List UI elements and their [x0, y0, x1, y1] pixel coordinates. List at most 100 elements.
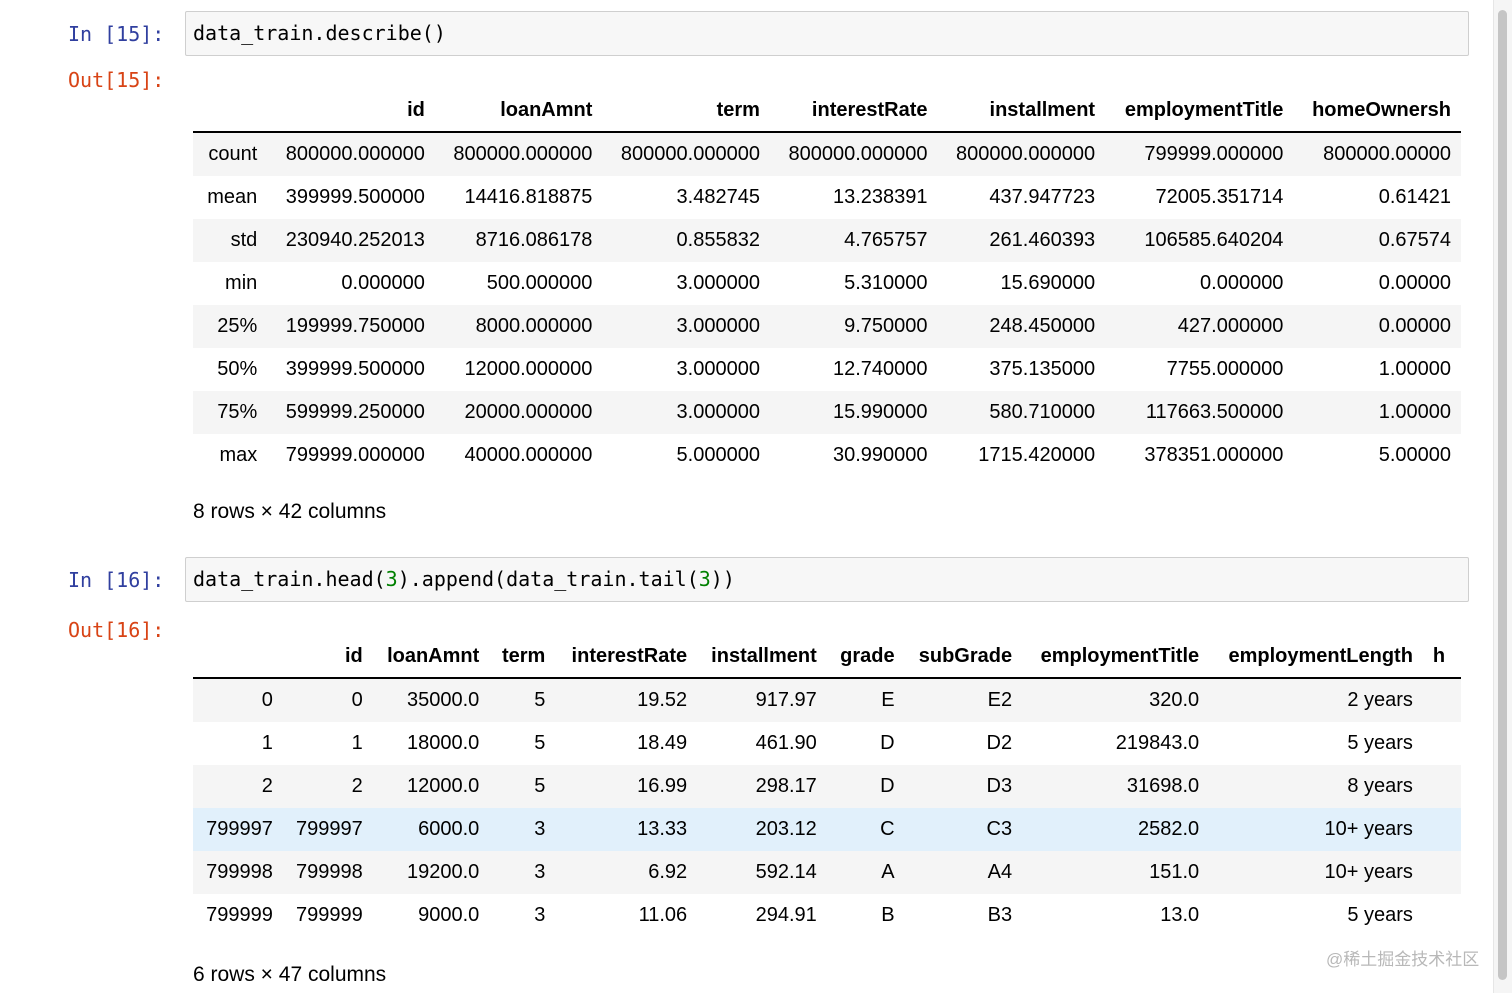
head-tail-table-row: 0 0 35000.0 5 19.52 917.97 E E2 320.0 2 years [193, 678, 1461, 722]
head-tail-table-cell: D [880, 732, 895, 754]
head-tail-table-cell: E [881, 689, 895, 711]
cell1-code-input[interactable]: data_train.describe() [185, 11, 1469, 56]
describe-table-cell: 0.855832 [676, 229, 760, 251]
describe-table-cell: 3.000000 [676, 272, 760, 294]
describe-table-cell: 399999.500000 [285, 186, 425, 208]
head-tail-column-header: term [489, 635, 556, 679]
code-text: )) [710, 567, 735, 591]
describe-table-cell: 800000.00000 [1323, 143, 1451, 165]
head-tail-table-cell: 19200.0 [406, 861, 480, 883]
describe-row-index: std [230, 229, 258, 251]
head-tail-table-cell: 12000.0 [406, 775, 480, 797]
head-tail-table-cell: 9000.0 [418, 904, 480, 926]
head-tail-table-cell [1423, 765, 1461, 808]
head-tail-table-row: 799997 799997 6000.0 3 13.33 203.12 C C3 2582.0 1… [193, 808, 1461, 851]
scrollbar-thumb[interactable] [1498, 10, 1507, 980]
describe-table-cell: 427.000000 [1177, 315, 1284, 337]
head-tail-table-cell: 298.17 [755, 775, 817, 797]
describe-table-cell: 12000.000000 [464, 358, 593, 380]
describe-table-cell: 0.00000 [1378, 272, 1451, 294]
describe-table-cell: 20000.000000 [464, 401, 593, 423]
describe-table-row: std 230940.252013 8716.086178 0.855832 4.765… [193, 219, 1461, 262]
head-tail-table-cell: 10+ years [1324, 861, 1413, 883]
head-tail-table-cell: 294.91 [755, 904, 817, 926]
head-tail-table-cell [1423, 894, 1461, 937]
head-tail-table-cell: D [880, 775, 895, 797]
describe-row-index: 75% [217, 401, 258, 423]
head-tail-column-header: interestRate [555, 635, 698, 679]
describe-table-row: max 799999.000000 40000.000000 5.000000 30.9… [193, 434, 1461, 477]
head-tail-table-cell: 19.52 [637, 689, 688, 711]
head-tail-row-index: 0 [261, 689, 273, 711]
head-tail-table-cell: 320.0 [1149, 689, 1200, 711]
head-tail-table-cell: 592.14 [755, 861, 817, 883]
describe-table-cell: 5.00000 [1378, 444, 1451, 466]
head-tail-table-cell: 5 [534, 775, 546, 797]
describe-column-header: homeOwnersh [1293, 89, 1461, 133]
head-tail-table-cell: 11.06 [638, 904, 688, 926]
describe-row-index: min [225, 272, 258, 294]
cell2-out-prompt: Out[16]: [68, 618, 165, 642]
describe-table-cell: 15.990000 [832, 401, 928, 423]
describe-table-cell: 14416.818875 [464, 186, 593, 208]
head-tail-table-cell: 16.99 [637, 775, 688, 797]
describe-table-cell: 40000.000000 [464, 444, 593, 466]
describe-row-index: count [208, 143, 258, 165]
describe-table-cell: 500.000000 [486, 272, 593, 294]
head-tail-table-cell: 2 years [1347, 689, 1413, 711]
head-tail-table-cell: 5 [534, 732, 546, 754]
head-tail-column-header: employmentLength [1209, 635, 1423, 679]
head-tail-table-cell: D2 [986, 732, 1013, 754]
vertical-scrollbar[interactable] [1493, 0, 1512, 993]
describe-table-row: 50% 399999.500000 12000.000000 3.000000 12.7… [193, 348, 1461, 391]
describe-table: id loanAmnt term interestRate installment emp… [193, 89, 1461, 477]
head-tail-table-cell: 2 [351, 775, 363, 797]
head-tail-table: id loanAmnt term interestRate installment gra… [193, 635, 1461, 937]
head-tail-table-cell: 13.0 [1160, 904, 1200, 926]
describe-table-cell: 1715.420000 [978, 444, 1096, 466]
describe-table-cell: 3.000000 [676, 315, 760, 337]
head-tail-table-cell: 31698.0 [1126, 775, 1200, 797]
describe-table-cell: 5.000000 [676, 444, 760, 466]
head-tail-table-row: 799999 799999 9000.0 3 11.06 294.91 B B3 13.0 5 y… [193, 894, 1461, 937]
describe-table-cell: 375.135000 [989, 358, 1096, 380]
describe-table-cell: 0.61421 [1378, 186, 1451, 208]
describe-table-cell: 1.00000 [1378, 401, 1451, 423]
describe-table-cell: 5.310000 [844, 272, 928, 294]
code-number: 3 [385, 567, 398, 591]
describe-table-cell: 8716.086178 [475, 229, 593, 251]
describe-table-cell: 1.00000 [1378, 358, 1451, 380]
describe-table-cell: 800000.000000 [620, 143, 760, 165]
describe-table-row: 75% 599999.250000 20000.000000 3.000000 15.9… [193, 391, 1461, 434]
describe-table-row: count 800000.000000 800000.000000 800000.00… [193, 132, 1461, 176]
head-tail-table-cell: A4 [987, 861, 1013, 883]
describe-table-cell: 799999.000000 [285, 444, 425, 466]
head-tail-table-cell: A [881, 861, 895, 883]
describe-shape-note: 8 rows × 42 columns [193, 500, 387, 523]
head-tail-column-header: employmentTitle [1022, 635, 1210, 679]
describe-table-cell: 4.765757 [844, 229, 928, 251]
head-tail-table-cell: 151.0 [1149, 861, 1200, 883]
describe-column-header: term [602, 89, 770, 133]
describe-row-index: 25% [217, 315, 258, 337]
describe-output: id loanAmnt term interestRate installment emp… [193, 89, 1461, 477]
head-tail-table-cell: 461.90 [755, 732, 817, 754]
head-tail-output: id loanAmnt term interestRate installment gra… [193, 635, 1461, 937]
describe-table-cell: 0.000000 [341, 272, 425, 294]
describe-table-cell: 800000.000000 [788, 143, 928, 165]
describe-column-header: id [267, 89, 435, 133]
head-tail-table-cell: 13.33 [637, 818, 688, 840]
head-tail-header-row: id loanAmnt term interestRate installment gra… [193, 635, 1461, 679]
head-tail-table-cell: 799998 [296, 861, 363, 883]
describe-table-cell: 13.238391 [832, 186, 928, 208]
describe-table-cell: 799999.000000 [1144, 143, 1284, 165]
head-tail-table-cell: 6.92 [648, 861, 688, 883]
head-tail-table-cell: 5 [534, 689, 546, 711]
code-text: ).append(data_train.tail( [397, 567, 699, 591]
describe-row-index: max [219, 444, 258, 466]
describe-table-cell: 800000.000000 [956, 143, 1096, 165]
head-tail-table-cell: 35000.0 [406, 689, 480, 711]
head-tail-table-cell: 219843.0 [1115, 732, 1200, 754]
head-tail-row-index: 2 [261, 775, 273, 797]
cell2-code-input[interactable]: data_train.head(3).append(data_train.tai… [185, 557, 1469, 602]
